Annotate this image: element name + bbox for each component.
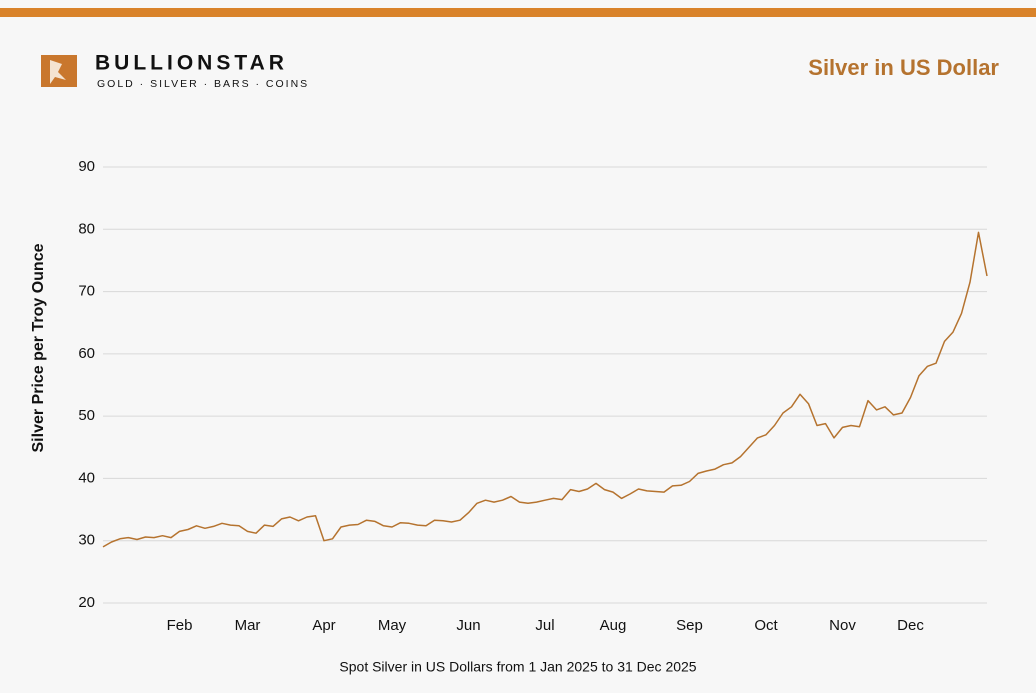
x-tick-label: Nov — [829, 617, 856, 634]
chart-title: Silver in US Dollar — [808, 55, 999, 80]
x-tick-label: Apr — [312, 617, 335, 634]
x-tick-label: Aug — [600, 617, 627, 634]
x-tick-label: Sep — [676, 617, 703, 634]
y-tick-label: 70 — [78, 283, 95, 300]
x-tick-label: Feb — [167, 617, 193, 634]
y-tick-label: 80 — [78, 220, 95, 237]
price-line — [102, 231, 988, 548]
x-axis-label: Spot Silver in US Dollars from 1 Jan 202… — [339, 659, 696, 675]
logo — [41, 55, 77, 87]
y-tick-label: 30 — [78, 532, 95, 549]
top-bar — [0, 8, 1036, 17]
x-tick-label: Mar — [235, 617, 261, 634]
y-tick-label: 40 — [78, 469, 95, 486]
y-tick-label: 50 — [78, 407, 95, 424]
y-tick-label: 20 — [78, 594, 95, 611]
y-tick-label: 60 — [78, 345, 95, 362]
x-tick-label: Oct — [754, 617, 778, 634]
x-tick-label: May — [378, 617, 407, 634]
y-tick-label: 90 — [78, 158, 95, 175]
y-axis-label: Silver Price per Troy Ounce — [30, 243, 47, 452]
logo-star — [50, 60, 66, 84]
brand-tagline: GOLD · SILVER · BARS · COINS — [97, 78, 309, 90]
x-tick-label: Jul — [535, 617, 554, 634]
logo-icon — [41, 55, 77, 87]
x-tick-label: Dec — [897, 617, 924, 634]
x-tick-label: Jun — [456, 617, 480, 634]
brand-name: BULLIONSTAR — [95, 52, 288, 75]
